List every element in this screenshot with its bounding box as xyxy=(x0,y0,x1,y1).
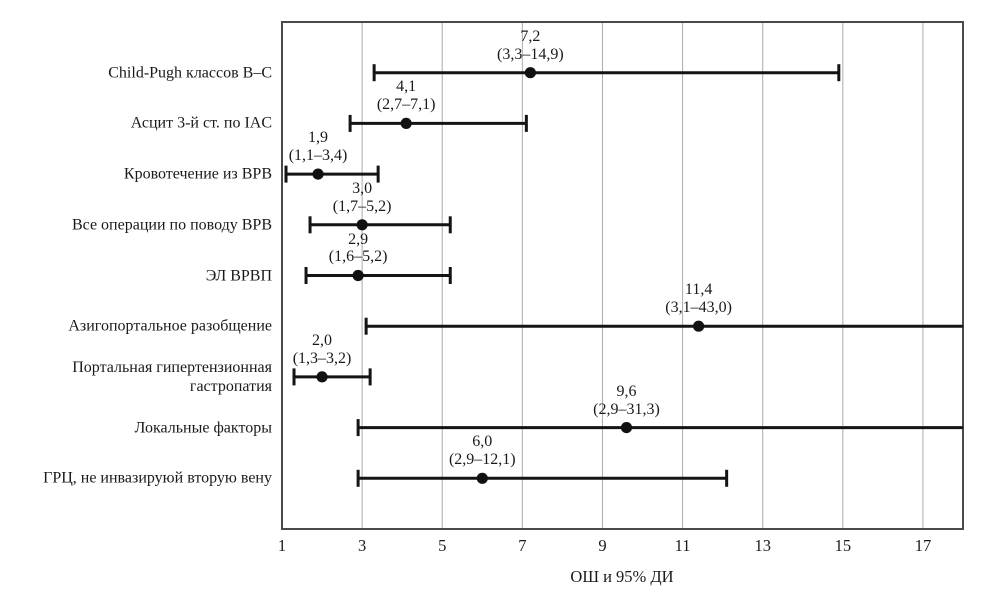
or-annotation: 2,0 (1,3–3,2) xyxy=(293,332,352,368)
x-tick-label: 11 xyxy=(674,536,691,555)
ci-range-label: (2,9–31,3) xyxy=(593,400,660,418)
or-annotation: 6,0 (2,9–12,1) xyxy=(449,433,516,469)
x-axis-title: ОШ и 95% ДИ xyxy=(570,567,674,586)
or-dot xyxy=(312,168,324,180)
row-label: ЭЛ ВРВП xyxy=(205,266,272,284)
ci-range-label: (2,9–12,1) xyxy=(448,451,516,469)
or-dot xyxy=(356,219,368,231)
plot-border xyxy=(281,21,964,530)
or-annotation: 2,9 (1,6–5,2) xyxy=(329,231,388,267)
x-tick-label: 15 xyxy=(834,536,852,555)
ci-range-label: (3,1–43,0) xyxy=(665,299,732,317)
x-tick-label: 17 xyxy=(914,536,932,555)
x-tick-label: 5 xyxy=(438,536,447,555)
or-value-label: 2,0 xyxy=(312,332,333,350)
or-value-label: 1,9 xyxy=(308,129,329,147)
or-value-label: 6,0 xyxy=(472,433,493,451)
or-dot xyxy=(400,117,412,129)
ci-range-label: (1,3–3,2) xyxy=(292,349,352,367)
or-dot xyxy=(693,320,705,332)
or-value-label: 3,0 xyxy=(352,179,373,197)
ci-range-label: (2,7–7,1) xyxy=(376,96,436,114)
or-annotation: 11,4 (3,1–43,0) xyxy=(665,281,732,317)
or-value-label: 9,6 xyxy=(616,382,637,400)
x-tick-label: 3 xyxy=(357,536,367,555)
or-dot xyxy=(316,371,328,383)
ci-range-label: (1,6–5,2) xyxy=(328,248,388,266)
or-annotation: 4,1 (2,7–7,1) xyxy=(377,79,436,115)
or-annotation: 3,0 (1,7–5,2) xyxy=(333,180,392,216)
or-annotation: 7,2 (3,3–14,9) xyxy=(497,28,564,64)
row-label: Портальная гипертензионная гастропатия xyxy=(72,358,272,395)
ci-range-label: (3,3–14,9) xyxy=(497,45,564,63)
ci-range-label: (1,1–3,4) xyxy=(288,147,348,165)
or-dot xyxy=(352,269,364,282)
or-annotation: 9,6 (2,9–31,3) xyxy=(593,383,660,419)
row-label: Асцит 3-й ст. по IAC xyxy=(130,114,272,132)
x-tick-label: 9 xyxy=(598,536,607,555)
or-annotation: 1,9 (1,1–3,4) xyxy=(289,129,348,165)
ci-range-label: (1,7–5,2) xyxy=(332,197,392,215)
or-value-label: 2,9 xyxy=(348,230,369,248)
or-value-label: 11,4 xyxy=(684,281,713,299)
or-dot xyxy=(524,67,536,79)
x-tick-label: 1 xyxy=(277,536,287,555)
row-label: Child-Pugh классов B–C xyxy=(108,64,272,82)
or-value-label: 4,1 xyxy=(396,78,417,96)
or-dot xyxy=(476,472,488,484)
or-dot xyxy=(620,422,633,434)
row-label: Кровотечение из ВРВ xyxy=(123,165,272,183)
or-value-label: 7,2 xyxy=(520,27,541,45)
x-tick-label: 13 xyxy=(754,536,771,555)
row-label: ГРЦ, не инвазируюй вторую вену xyxy=(43,469,272,487)
row-label: Все операции по поводу ВРВ xyxy=(71,216,272,234)
row-label: Азигопортальное разобщение xyxy=(68,317,272,335)
x-tick-label: 7 xyxy=(518,536,527,555)
row-label: Локальные факторы xyxy=(134,419,272,436)
